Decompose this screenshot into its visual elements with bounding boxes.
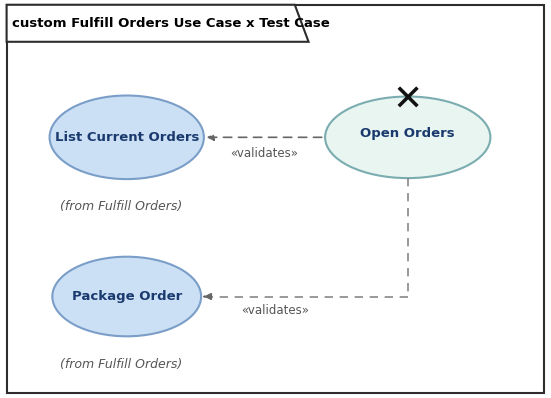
Text: ✕: ✕ xyxy=(393,84,423,117)
Text: custom Fulfill Orders Use Case x Test Case: custom Fulfill Orders Use Case x Test Ca… xyxy=(12,17,330,29)
Text: Open Orders: Open Orders xyxy=(360,127,455,140)
FancyBboxPatch shape xyxy=(7,5,544,393)
Text: (from Fulfill Orders): (from Fulfill Orders) xyxy=(60,201,182,213)
Text: «validates»: «validates» xyxy=(241,304,310,317)
Text: List Current Orders: List Current Orders xyxy=(55,131,199,144)
Text: Package Order: Package Order xyxy=(72,290,182,303)
Ellipse shape xyxy=(325,96,490,178)
Text: «validates»: «validates» xyxy=(230,147,298,160)
Ellipse shape xyxy=(52,257,201,336)
Text: (from Fulfill Orders): (from Fulfill Orders) xyxy=(60,358,182,371)
Polygon shape xyxy=(7,5,309,42)
Ellipse shape xyxy=(50,96,204,179)
